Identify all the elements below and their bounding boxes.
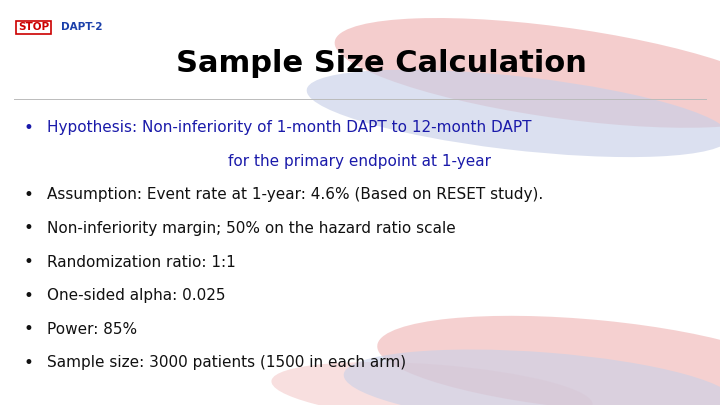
Ellipse shape bbox=[307, 70, 720, 157]
Text: •: • bbox=[24, 320, 34, 338]
Ellipse shape bbox=[343, 350, 720, 405]
Text: •: • bbox=[24, 253, 34, 271]
Ellipse shape bbox=[377, 316, 720, 405]
Text: •: • bbox=[24, 186, 34, 204]
Text: Sample Size Calculation: Sample Size Calculation bbox=[176, 49, 587, 78]
Text: •: • bbox=[24, 119, 34, 136]
Text: Assumption: Event rate at 1-year: 4.6% (Based on RESET study).: Assumption: Event rate at 1-year: 4.6% (… bbox=[47, 187, 543, 202]
Text: •: • bbox=[24, 354, 34, 372]
Text: Power: 85%: Power: 85% bbox=[47, 322, 137, 337]
Text: One-sided alpha: 0.025: One-sided alpha: 0.025 bbox=[47, 288, 225, 303]
Text: STOP: STOP bbox=[18, 22, 49, 32]
Text: •: • bbox=[24, 287, 34, 305]
Text: for the primary endpoint at 1-year: for the primary endpoint at 1-year bbox=[228, 153, 492, 169]
Ellipse shape bbox=[271, 362, 593, 405]
Ellipse shape bbox=[335, 18, 720, 128]
Text: Non-inferiority margin; 50% on the hazard ratio scale: Non-inferiority margin; 50% on the hazar… bbox=[47, 221, 456, 236]
Text: Sample size: 3000 patients (1500 in each arm): Sample size: 3000 patients (1500 in each… bbox=[47, 355, 406, 371]
Text: Randomization ratio: 1:1: Randomization ratio: 1:1 bbox=[47, 254, 235, 270]
Text: •: • bbox=[24, 220, 34, 237]
Text: Hypothesis: Non-inferiority of 1-month DAPT to 12-month DAPT: Hypothesis: Non-inferiority of 1-month D… bbox=[47, 120, 531, 135]
Text: DAPT-2: DAPT-2 bbox=[61, 22, 103, 32]
